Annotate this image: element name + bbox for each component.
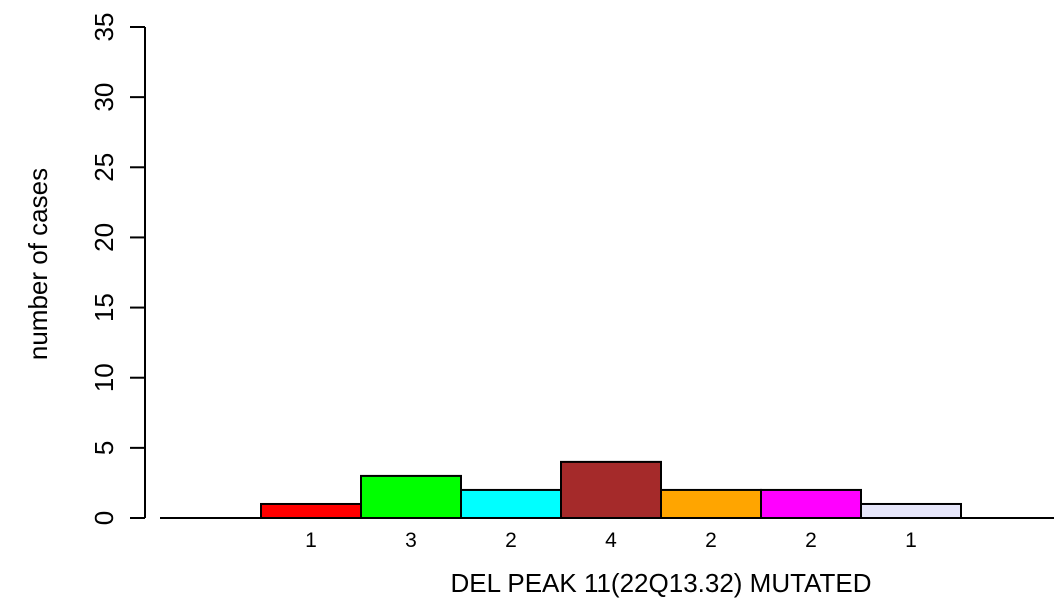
y-tick-label: 35: [89, 13, 119, 42]
bar: [260, 502, 362, 520]
x-tick-labels: 1 3 2 4 2 2 1: [305, 529, 917, 552]
x-axis-label: DEL PEAK 11(22Q13.32) MUTATED: [451, 568, 872, 598]
y-tick-label: 15: [89, 293, 119, 322]
y-axis-label: number of cases: [23, 168, 53, 360]
y-tick-label: 25: [89, 153, 119, 182]
x-tick-label: 4: [605, 529, 617, 552]
bar: [460, 488, 562, 520]
y-tick-label: 0: [89, 511, 119, 525]
bar: [660, 488, 762, 520]
y-tick-label: 5: [89, 441, 119, 455]
x-tick-label: 2: [505, 529, 517, 552]
bar: [360, 474, 462, 519]
bar: [760, 488, 862, 520]
bar: [860, 502, 962, 520]
x-tick-label: 2: [705, 529, 717, 552]
y-tick-label: 10: [89, 363, 119, 392]
y-tick-label: 20: [89, 223, 119, 252]
x-tick-label: 1: [905, 529, 917, 552]
bars: [260, 460, 962, 520]
y-tick-label: 30: [89, 83, 119, 112]
x-tick-label: 2: [805, 529, 817, 552]
x-tick-label: 3: [405, 529, 417, 552]
x-tick-label: 1: [305, 529, 317, 552]
bar: [560, 460, 662, 519]
y-axis: 0 5 10 15 20 25 30 35: [89, 13, 146, 525]
